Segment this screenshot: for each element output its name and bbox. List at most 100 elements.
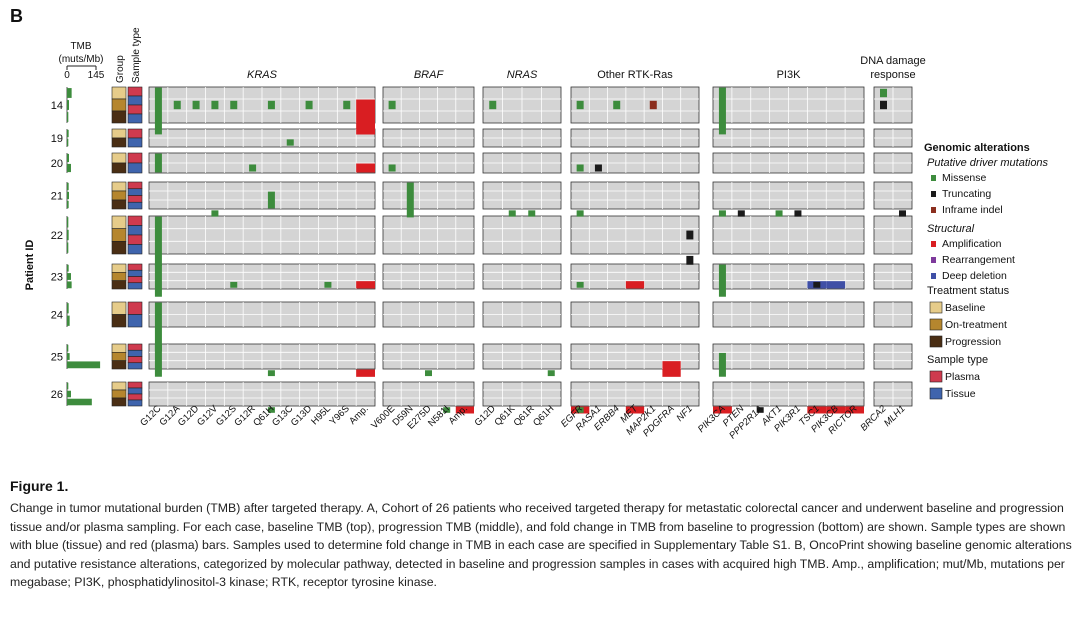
legend-item-label: Deep deletion [942, 270, 1007, 282]
group-cell-progression [111, 314, 127, 328]
tmb-bar [67, 100, 69, 110]
group-cell-progression [111, 199, 127, 210]
sample-cell-plasma [127, 181, 143, 190]
tmb-bar [67, 153, 69, 163]
tmb-bar [67, 163, 71, 173]
legend-item-label: Rearrangement [942, 254, 1015, 266]
pathway-header-braf: BRAF [414, 69, 445, 81]
alteration-missense [547, 370, 555, 377]
tmb-bar [67, 303, 69, 314]
caption-title: Figure 1. [10, 478, 69, 494]
alteration-missense [230, 100, 238, 110]
tmb-bar [67, 273, 71, 280]
alteration-missense [406, 182, 414, 218]
alteration-missense [154, 153, 162, 173]
legend-swatch-baseline [929, 301, 943, 314]
alteration-missense [388, 100, 396, 110]
group-cell-on-treatment [111, 228, 127, 242]
tmb-bar [67, 315, 70, 326]
alteration-amplification [455, 406, 474, 414]
group-cell-progression [111, 397, 127, 407]
patient-id-label: 25 [51, 352, 63, 364]
legend-section-heading: Sample type [927, 354, 988, 366]
oncoprint-block-rtk [570, 215, 700, 255]
oncoprint-block-braf [382, 181, 475, 210]
sample-cell-plasma [127, 86, 143, 97]
alteration-amplification [826, 406, 846, 414]
alteration-missense [267, 100, 275, 110]
group-cell-progression [111, 241, 127, 255]
group-cell-baseline [111, 128, 127, 139]
alteration-missense [576, 407, 584, 413]
sample-cell-plasma [127, 152, 143, 164]
sample-cell-plasma [127, 195, 143, 203]
alteration-truncating [686, 230, 694, 240]
gene-column-label: NF1 [675, 403, 695, 423]
alteration-missense [576, 100, 584, 110]
caption-text: Change in tumor mutational burden (TMB) … [10, 501, 1072, 590]
legend-title: Genomic alterations [924, 142, 1030, 154]
sample-cell-plasma [127, 263, 143, 271]
alteration-missense [576, 281, 584, 288]
legend-item-label: Progression [945, 336, 1001, 348]
group-cell-on-treatment [111, 272, 127, 281]
alteration-missense [324, 281, 332, 288]
alteration-missense [718, 210, 726, 217]
sample-cell-tissue [127, 399, 143, 407]
legend-section-heading: Structural [927, 223, 975, 235]
sample-cell-plasma [127, 381, 143, 389]
oncoprint-block-rtk [570, 381, 700, 407]
sample-cell-tissue [127, 269, 143, 277]
legend-swatch-amplification [931, 241, 936, 247]
alteration-missense [192, 100, 200, 110]
legend-section-heading: Putative driver mutations [927, 157, 1049, 169]
patient-id-label: 14 [51, 100, 63, 112]
oncoprint-block-braf [382, 215, 475, 255]
oncoprint-block-braf [382, 263, 475, 290]
alteration-missense [267, 370, 275, 377]
alteration-missense [576, 164, 584, 172]
group-cell-baseline [111, 263, 127, 273]
figure-caption: Figure 1. Change in tumor mutational bur… [10, 478, 1072, 592]
alteration-missense [249, 164, 257, 172]
alteration-missense [489, 100, 497, 110]
tmb-bar [67, 242, 69, 253]
gene-column-label: Y96S [328, 403, 352, 427]
tmb-axis-min-label: 0 [64, 70, 70, 81]
legend-swatch-plasma [929, 370, 943, 383]
alteration-truncating [686, 255, 694, 265]
gene-column-label: MLH1 [882, 403, 908, 429]
sample-cell-plasma [127, 356, 143, 364]
alteration-missense [154, 87, 162, 135]
legend-swatch-inframe [931, 207, 936, 213]
sample-cell-tissue [127, 314, 143, 328]
legend-swatch-deep-deletion [931, 273, 936, 279]
tmb-bar [67, 88, 72, 98]
alteration-missense [718, 352, 726, 377]
alteration-amplification [356, 281, 375, 289]
alteration-truncating [880, 100, 887, 110]
alteration-amplification [356, 369, 375, 377]
alteration-missense [267, 191, 275, 209]
alteration-truncating [594, 164, 602, 172]
sample-cell-tissue [127, 201, 143, 210]
legend-section-heading: Treatment status [927, 285, 1010, 297]
tmb-bar [67, 217, 69, 228]
sample-cell-plasma [127, 301, 143, 315]
group-cell-baseline [111, 343, 127, 353]
patient-id-label: 26 [51, 389, 63, 401]
panel-label: B [10, 6, 23, 26]
oncoprint-block-braf [382, 381, 475, 407]
alteration-missense [154, 216, 162, 267]
patient-id-label: 24 [51, 310, 63, 322]
sample-cell-tissue [127, 387, 143, 395]
gene-column-label: G12D [473, 403, 498, 428]
alteration-missense [576, 210, 584, 217]
gene-column-label: Q61H [531, 403, 556, 428]
tmb-units: (muts/Mb) [59, 54, 104, 65]
alteration-missense [173, 100, 181, 110]
legend-swatch-rearrangement [931, 257, 936, 263]
tmb-bar [67, 390, 71, 398]
tmb-bar [67, 361, 101, 369]
pathway-header-pi3k: PI3K [777, 69, 802, 81]
